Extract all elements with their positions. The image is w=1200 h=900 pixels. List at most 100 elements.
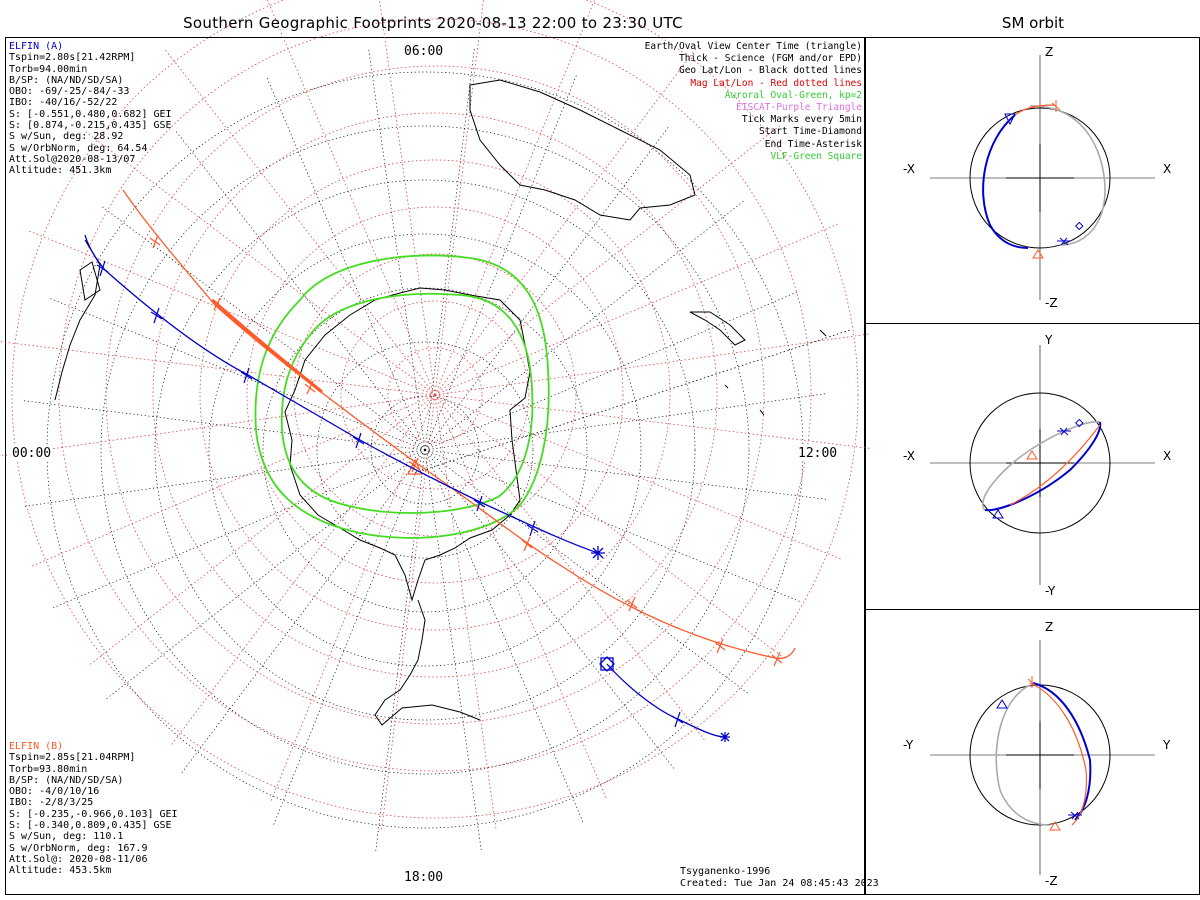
elfin-b-science [210, 298, 324, 394]
clock-label-top: 06:00 [402, 44, 446, 59]
grid-spoke [175, 130, 426, 451]
grid-spoke [169, 394, 436, 747]
coast-australia [469, 79, 696, 221]
grid-spoke [180, 449, 426, 774]
clock-label-bottom: 18:00 [402, 870, 446, 885]
sm-xy-top-label: Y [1045, 333, 1053, 347]
sm-xz-right-label: X [1163, 162, 1172, 176]
legend-item: Earth/Oval View Center Time (triangle) [644, 41, 862, 52]
elfin-b-track [122, 189, 796, 667]
elfin-b-line: Att.Sol@: 2020-08-11/06 [9, 853, 148, 865]
grid-spoke [434, 333, 871, 396]
grid-spoke [379, 0, 436, 396]
elfin-b-line: B/SP: (NA/ND/SD/SA) [9, 774, 124, 786]
grid-spoke [434, 123, 782, 396]
grid-ring [152, 112, 718, 678]
elfin-b-line: S w/Sun, deg: 110.1 [9, 831, 124, 843]
elfin-b-line: Altitude: 453.5km [9, 865, 112, 877]
elfin-b-trace [122, 189, 796, 660]
sm-orbit-xy [930, 345, 1155, 585]
grid-spoke [424, 200, 745, 451]
elfin-b-line: Torb=93.80min [9, 763, 88, 775]
grid-spoke [101, 205, 426, 451]
legend-item: Thick - Science (FGM and/or EPD) [678, 53, 862, 65]
grid-ring [58, 18, 812, 772]
elfin-a-line: Att.Sol@2020-08-13/07 [9, 153, 136, 165]
grid-ring [154, 179, 696, 721]
grid-spoke [163, 48, 436, 396]
elfin-a-line: IBO: -40/16/-52/22 [9, 97, 118, 109]
sm-yz-top-label: Z [1045, 620, 1054, 634]
grid-spoke [266, 77, 426, 451]
grid-spoke [272, 449, 426, 826]
grid-spoke [368, 48, 426, 451]
elfin-a-track [84, 234, 730, 742]
elfin-a-ticks [96, 260, 684, 728]
noon-midnight-line [414, 329, 851, 474]
coast-southpacific-islands [724, 329, 827, 416]
elfin-b-line: IBO: -2/8/3/25 [9, 797, 94, 809]
elfin-b-line: OBO: -4/0/10/16 [9, 786, 100, 798]
grid-ring [340, 300, 530, 490]
sm-yz-right-label: Y [1163, 738, 1171, 752]
elfin-a-line: S: [0.874,-0.215,0.435] GSE [9, 120, 172, 132]
grid-ring [370, 395, 480, 505]
sm-xz-red [1014, 104, 1056, 116]
elfin-b-line: Tspin=2.85s[21.04RPM] [9, 752, 136, 764]
grid-ring [11, 0, 859, 819]
grid-ring [105, 65, 765, 725]
sm-xy-bottom-label: -Y [1045, 584, 1056, 598]
grid-spoke [434, 222, 841, 396]
coast-antarctica [284, 287, 531, 602]
grid-ring [246, 206, 624, 584]
sm-frame [865, 37, 1200, 895]
legend-item: Start Time-Diamond [759, 126, 862, 138]
grid-spoke [424, 449, 482, 852]
grid-spoke [424, 449, 749, 695]
sm-xy-right-label: X [1163, 449, 1172, 463]
legend-item: VLF-Green Square [770, 150, 862, 162]
grid-spoke [434, 394, 497, 831]
grid-spoke [23, 449, 426, 507]
grid-spoke [424, 393, 827, 451]
clock-label-right: 12:00 [796, 446, 840, 461]
grid-spoke [105, 449, 426, 700]
legend-item: Mag Lat/Lon - Red dotted lines [690, 77, 862, 89]
grid-ring [262, 287, 588, 613]
grid-spoke [434, 0, 596, 396]
legend-item: Tick Marks every 5min [741, 114, 862, 126]
sm-xy-left-label: -X [903, 449, 915, 463]
grid-spoke [380, 394, 436, 832]
grid-spoke [29, 394, 436, 568]
grid-ring [387, 347, 483, 443]
sm-orbit-yz [930, 640, 1155, 875]
grid-spoke [424, 74, 578, 451]
created-credit: Created: Tue Jan 24 08:45:43 2023 [680, 877, 879, 889]
legend: Earth/Oval View Center Time (triangle) T… [645, 41, 862, 163]
elfin-a-line: Altitude: 451.3km [9, 165, 112, 177]
elfin-b-ticks [149, 234, 783, 667]
legend-item: Auroral Oval-Green, kp=2 [724, 89, 862, 101]
grid-spoke [434, 43, 701, 396]
elfin-a-name: ELFIN (A) [9, 41, 64, 52]
grid-spoke [434, 394, 608, 801]
model-credit: Tsyganenko-1996 [680, 866, 771, 877]
sm-xz-left-label: -X [903, 162, 915, 176]
sm-yz-gray [995, 684, 1051, 826]
sm-yz-bottom-label: -Z [1045, 874, 1058, 888]
grid-ring [316, 341, 534, 559]
grid-spoke [0, 341, 436, 396]
elfin-b-line: S w/OrbNorm, deg: 167.9 [9, 842, 148, 854]
elfin-a-trace-1 [84, 234, 599, 554]
map-frame [5, 37, 865, 895]
grid-ring [208, 233, 642, 667]
elfin-a-line: OBO: -69/-25/-84/-33 [9, 86, 130, 98]
coast-newzealand [689, 311, 746, 346]
grid-spoke [269, 394, 436, 804]
sm-orbit-title: SM orbit [1001, 14, 1065, 32]
legend-item: Geo Lat/Lon - Black dotted lines [678, 65, 862, 77]
elfin-a-start-diamond [599, 656, 615, 672]
grid-spoke [434, 394, 844, 561]
grid-spoke [434, 394, 787, 661]
